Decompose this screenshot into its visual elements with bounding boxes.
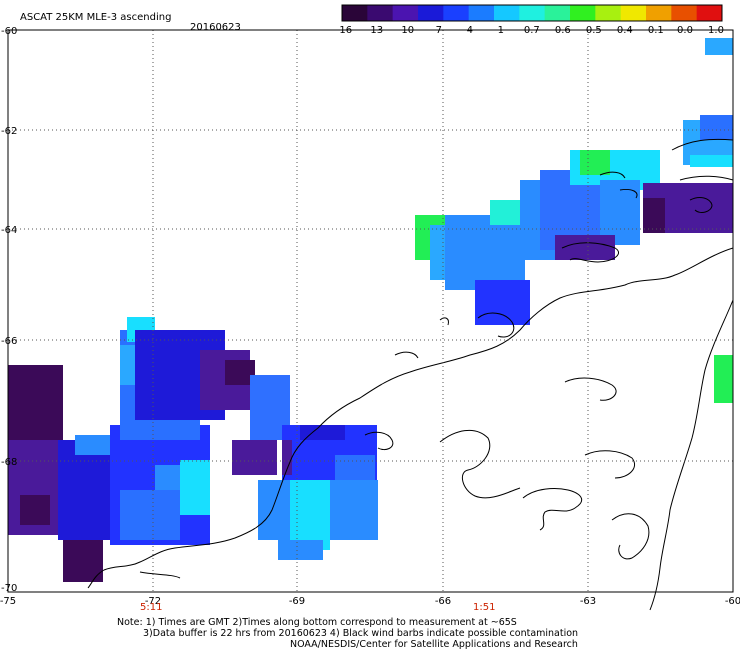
colorbar-label: -0.6 [551, 25, 571, 36]
colorbar: -16 -13 -10 -7 -4 -1 -0.7 -0.6 -0.5 -0.4 -0.1 0.0 1.… [336, 4, 724, 36]
colorbar-swatch [595, 5, 622, 21]
data-patch [290, 480, 330, 550]
colorbar-swatch [367, 5, 394, 21]
data-patch [278, 540, 323, 560]
lon-label: -72 [145, 596, 161, 607]
coastline [689, 197, 713, 213]
data-patch [282, 440, 292, 475]
colorbar-label: -7 [432, 25, 442, 36]
colorbar-label: 0.0 [677, 25, 693, 36]
lat-label: -66 [1, 336, 17, 347]
lat-label: -60 [1, 26, 17, 37]
colorbar-swatch [494, 5, 520, 21]
lon-label: -63 [580, 596, 596, 607]
colorbar-swatch [392, 5, 419, 21]
coastline [439, 317, 449, 326]
coastline [649, 299, 734, 611]
lon-label: -75 [0, 596, 16, 607]
colorbar-swatch [443, 5, 470, 21]
data-patch [20, 495, 50, 525]
colorbar-swatches [342, 5, 723, 21]
data-patch [75, 435, 110, 455]
colorbar-swatch [646, 5, 672, 21]
date-label: 20160623 [190, 22, 241, 33]
coastline [87, 247, 734, 589]
colorbar-label: -0.5 [582, 25, 602, 36]
lon-label: -69 [289, 596, 305, 607]
colorbar-swatch [544, 5, 571, 21]
data-patch [580, 150, 610, 175]
data-patch [8, 365, 63, 440]
data-patch [475, 280, 530, 325]
coastline [439, 429, 521, 499]
colorbar-frame [341, 4, 723, 22]
data-patch [300, 425, 345, 440]
colorbar-label: -4 [463, 25, 473, 36]
map-frame [7, 29, 734, 593]
colorbar-label: -10 [398, 25, 414, 36]
colorbar-swatch [570, 5, 596, 21]
data-patch [714, 355, 733, 403]
data-patch [705, 38, 733, 55]
coastline [564, 377, 617, 401]
coastline [679, 175, 734, 181]
colorbar-swatch [468, 5, 495, 21]
note-line-2: 3)Data buffer is 22 hrs from 20160623 4)… [143, 628, 578, 639]
data-patch [555, 235, 615, 260]
colorbar-label: 1.0 [708, 25, 724, 36]
data-patch [180, 460, 210, 515]
data-patch [700, 115, 733, 140]
lat-label: -64 [1, 225, 17, 236]
coastline [139, 571, 181, 579]
coastline [522, 488, 583, 531]
coastline [671, 138, 734, 151]
data-patches [8, 38, 733, 582]
time-label: 5:11 [140, 602, 162, 613]
product-title: ASCAT 25KM MLE-3 ascending [20, 12, 171, 23]
map-grid [8, 30, 733, 592]
lat-label: -68 [1, 457, 17, 468]
data-patch [232, 440, 277, 475]
coastline [477, 312, 515, 338]
colorbar-swatch [418, 5, 444, 21]
colorbar-swatch [620, 5, 647, 21]
data-patch [643, 198, 665, 233]
colorbar-swatch [671, 5, 698, 21]
colorbar-label: -0.7 [520, 25, 540, 36]
colorbar-label: -0.4 [613, 25, 633, 36]
lon-label: -60 [725, 596, 740, 607]
coastline [599, 171, 626, 179]
coastline [611, 513, 650, 560]
data-patch [445, 215, 525, 290]
data-patch [690, 155, 733, 167]
colorbar-swatch [519, 5, 546, 21]
colorbar-swatch [342, 5, 368, 21]
colorbar-label: -13 [367, 25, 383, 36]
colorbar-label: -16 [336, 25, 352, 36]
lat-label: -70 [1, 583, 17, 594]
colorbar-label: -0.1 [644, 25, 664, 36]
note-line-3: NOAA/NESDIS/Center for Satellite Applica… [290, 639, 578, 650]
data-patch [155, 465, 180, 490]
time-label: 1:51 [473, 602, 495, 613]
coastline [394, 351, 419, 359]
lat-label: -62 [1, 126, 17, 137]
coastline [619, 189, 638, 199]
data-patch [335, 455, 375, 480]
colorbar-swatch [696, 5, 723, 21]
coastline [584, 450, 636, 479]
coastline [364, 431, 394, 451]
data-patch [120, 490, 180, 540]
lon-label: -66 [435, 596, 451, 607]
note-line-1: Note: 1) Times are GMT 2)Times along bot… [117, 617, 517, 628]
coastline [561, 242, 620, 263]
coastlines [87, 138, 734, 611]
colorbar-label: -1 [494, 25, 504, 36]
